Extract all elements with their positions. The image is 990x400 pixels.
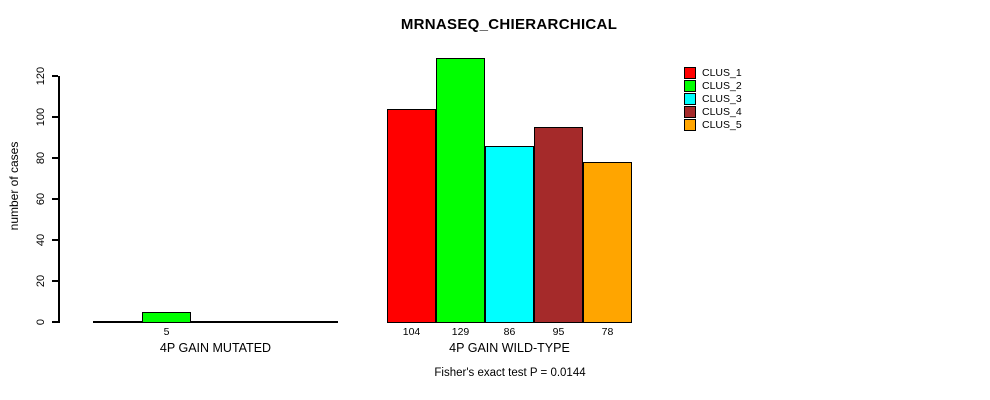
y-axis-tick-label: 120: [35, 66, 47, 86]
y-axis-tick-label: 20: [35, 274, 47, 288]
bar-clus_1: [387, 108, 436, 323]
bar-value-label: 86: [503, 326, 516, 338]
legend-row: CLUS_1: [684, 66, 742, 79]
bar-clus_5: [583, 162, 632, 323]
legend-label: CLUS_4: [702, 105, 742, 118]
y-axis-tick: [52, 198, 58, 200]
group-label: 4P GAIN MUTATED: [159, 341, 272, 355]
y-axis-line: [58, 76, 60, 323]
bar-value-label: 78: [601, 326, 614, 338]
legend-row: CLUS_5: [684, 118, 742, 131]
y-axis-tick: [52, 157, 58, 159]
bar-clus_2: [436, 57, 485, 323]
bar-clus_3: [485, 145, 534, 323]
legend-swatch-clus_5: [684, 118, 696, 131]
legend-row: CLUS_3: [684, 92, 742, 105]
group-label: 4P GAIN WILD-TYPE: [449, 341, 570, 355]
legend: CLUS_1 CLUS_2 CLUS_3 CLUS_4 CLUS_5: [684, 66, 742, 131]
bar-clus_2: [142, 311, 191, 323]
legend-label: CLUS_1: [702, 66, 742, 79]
legend-swatch-clus_2: [684, 79, 696, 92]
y-axis-tick-label: 40: [35, 233, 47, 247]
legend-label: CLUS_2: [702, 79, 742, 92]
legend-label: CLUS_5: [702, 118, 742, 131]
group-baseline: [93, 321, 338, 323]
bar-value-label: 5: [163, 326, 170, 338]
footnote: Fisher's exact test P = 0.0144: [434, 367, 586, 379]
bar-value-label: 104: [402, 326, 421, 338]
legend-swatch-clus_3: [684, 92, 696, 105]
legend-swatch-clus_4: [684, 105, 696, 118]
legend-row: CLUS_4: [684, 105, 742, 118]
legend-swatch-clus_1: [684, 66, 696, 79]
y-axis-tick-label: 0: [35, 318, 47, 326]
y-axis-tick: [52, 75, 58, 77]
bar-value-label: 129: [451, 326, 470, 338]
y-axis-tick-label: 80: [35, 151, 47, 165]
y-axis-tick: [52, 239, 58, 241]
y-axis-tick: [52, 321, 58, 323]
y-axis-tick: [52, 116, 58, 118]
bar-value-label: 95: [552, 326, 565, 338]
chart-title: MRNASEQ_CHIERARCHICAL: [400, 16, 618, 33]
legend-label: CLUS_3: [702, 92, 742, 105]
legend-row: CLUS_2: [684, 79, 742, 92]
y-axis-tick-label: 100: [35, 107, 47, 127]
bar-clus_4: [534, 127, 583, 323]
y-axis-tick: [52, 280, 58, 282]
y-axis-tick-label: 60: [35, 192, 47, 206]
